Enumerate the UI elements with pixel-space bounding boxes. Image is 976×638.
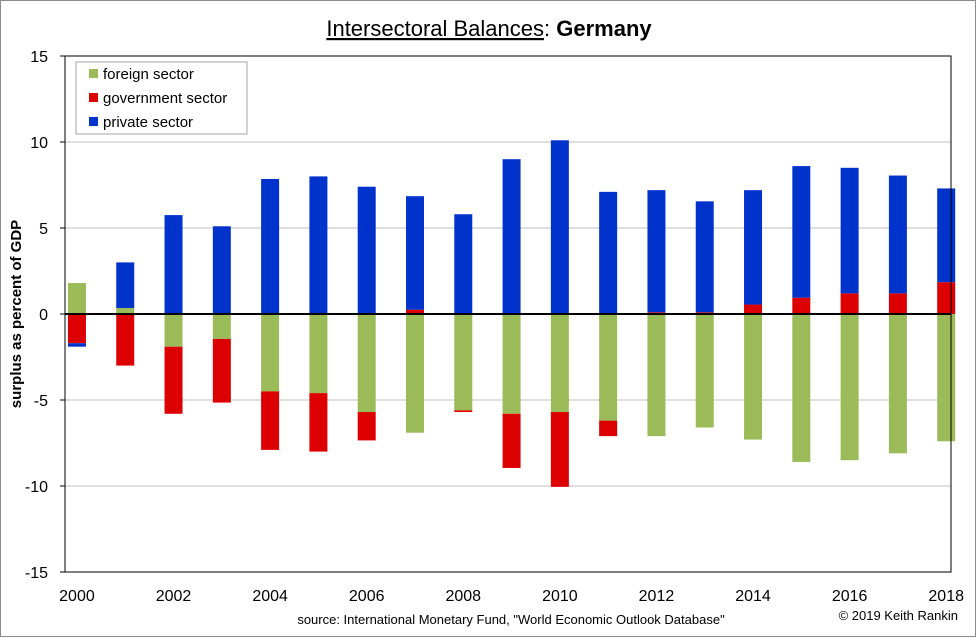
bar-private-sector-2001 — [116, 262, 135, 308]
y-axis-label: surplus as percent of GDP — [8, 220, 25, 408]
legend: foreign sector government sector private s… — [75, 61, 248, 135]
bar-government-sector-2018 — [937, 282, 956, 314]
bar-private-sector-2008 — [454, 214, 473, 314]
bar-foreign-sector-2000 — [67, 283, 86, 314]
chart-title-country: Germany — [556, 16, 652, 41]
bar-private-sector-2018 — [937, 188, 956, 283]
x-tick-label: 2000 — [59, 588, 95, 605]
bar-private-sector-2003 — [212, 226, 231, 314]
bar-foreign-sector-2003 — [212, 314, 231, 339]
bar-private-sector-2007 — [405, 196, 424, 310]
bar-government-sector-2006 — [357, 412, 376, 441]
bar-foreign-sector-2009 — [502, 314, 521, 414]
bar-private-sector-2014 — [744, 190, 763, 305]
bar-government-sector-2016 — [840, 293, 859, 314]
bar-private-sector-2013 — [695, 201, 714, 313]
bar-government-sector-2010 — [550, 412, 569, 487]
bar-foreign-sector-2012 — [647, 314, 666, 437]
bar-foreign-sector-2010 — [550, 314, 569, 413]
axes: 15 10 5 0 -5 -10 -15 2000 2002 2004 2006 2008 2010 20… — [25, 49, 964, 605]
bar-private-sector-2015 — [792, 166, 811, 298]
bar-private-sector-2009 — [502, 159, 521, 314]
legend-box — [75, 61, 248, 135]
bar-foreign-sector-2008 — [454, 314, 473, 411]
chart-title-separator: : — [544, 16, 556, 41]
bar-government-sector-2011 — [599, 420, 618, 437]
bar-foreign-sector-2016 — [840, 314, 859, 461]
bar-government-sector-2009 — [502, 413, 521, 468]
chart-title: Intersectoral Balances: Germany — [326, 16, 652, 41]
bar-private-sector-2005 — [309, 176, 328, 314]
y-tick-label: -5 — [34, 393, 48, 410]
bar-foreign-sector-2011 — [599, 314, 618, 421]
legend-label-foreign-sector: foreign sector — [103, 66, 194, 83]
bar-government-sector-2015 — [792, 297, 811, 314]
x-tick-label: 2016 — [832, 588, 868, 605]
x-tick-label: 2012 — [639, 588, 675, 605]
bar-private-sector-2000 — [67, 343, 86, 347]
x-tick-label: 2004 — [252, 588, 288, 605]
y-tick-label: 10 — [30, 135, 48, 152]
source-note: source: International Monetary Fund, "Wo… — [297, 612, 725, 627]
bar-government-sector-2001 — [116, 314, 135, 366]
x-tick-label: 2014 — [735, 588, 771, 605]
bar-private-sector-2010 — [550, 140, 569, 314]
legend-swatch-private-sector — [89, 117, 98, 126]
x-tick-label: 2018 — [928, 588, 964, 605]
copyright-note: © 2019 Keith Rankin — [839, 608, 958, 623]
bar-government-sector-2008 — [454, 410, 473, 413]
y-tick-label: 15 — [30, 49, 48, 66]
y-tick-label: 5 — [39, 221, 48, 238]
bar-private-sector-2004 — [261, 178, 280, 314]
bar-private-sector-2006 — [357, 186, 376, 314]
y-tick-label: -15 — [25, 565, 48, 582]
bar-government-sector-2003 — [212, 338, 231, 403]
bar-private-sector-2011 — [599, 191, 618, 314]
x-tick-label: 2010 — [542, 588, 578, 605]
x-tick-label: 2008 — [445, 588, 481, 605]
bar-foreign-sector-2004 — [261, 314, 280, 392]
bar-government-sector-2002 — [164, 346, 183, 414]
bar-government-sector-2004 — [261, 391, 280, 450]
bar-private-sector-2017 — [888, 175, 907, 294]
bar-private-sector-2012 — [647, 190, 666, 313]
bar-foreign-sector-2005 — [309, 314, 328, 394]
x-tick-label: 2006 — [349, 588, 385, 605]
legend-swatch-government-sector — [89, 93, 98, 102]
bar-foreign-sector-2017 — [888, 314, 907, 454]
bar-foreign-sector-2015 — [792, 314, 811, 462]
bar-government-sector-2007 — [405, 309, 424, 314]
legend-swatch-foreign-sector — [89, 69, 98, 78]
bar-foreign-sector-2006 — [357, 314, 376, 413]
bar-foreign-sector-2018 — [937, 314, 956, 442]
legend-label-private-sector: private sector — [103, 114, 193, 131]
bar-foreign-sector-2013 — [695, 314, 714, 428]
bar-government-sector-2017 — [888, 293, 907, 314]
bar-private-sector-2002 — [164, 215, 183, 314]
chart-title-main: Intersectoral Balances — [326, 16, 544, 41]
bars — [67, 140, 956, 487]
legend-label-government-sector: government sector — [103, 90, 227, 107]
bar-private-sector-2016 — [840, 167, 859, 294]
bar-foreign-sector-2007 — [405, 314, 424, 433]
bar-government-sector-2005 — [309, 393, 328, 452]
x-tick-label: 2002 — [156, 588, 192, 605]
bar-foreign-sector-2014 — [744, 314, 763, 440]
y-tick-label: 0 — [39, 307, 48, 324]
y-tick-label: -10 — [25, 479, 48, 496]
bar-foreign-sector-2002 — [164, 314, 183, 347]
bar-government-sector-2000 — [67, 314, 86, 344]
bar-government-sector-2014 — [744, 304, 763, 314]
bar-foreign-sector-2001 — [116, 307, 135, 314]
